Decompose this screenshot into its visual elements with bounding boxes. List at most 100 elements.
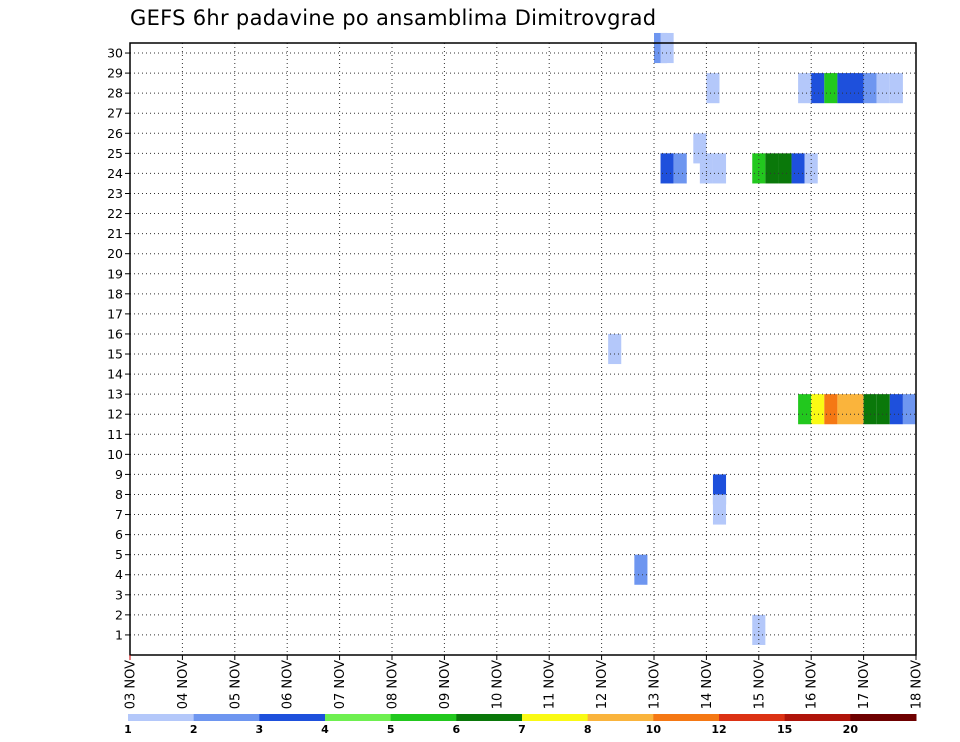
y-tick-label: 3 (115, 587, 123, 602)
x-tick-label: 12 NOV (595, 660, 610, 709)
y-tick-label: 8 (115, 487, 123, 502)
y-tick-label: 28 (107, 86, 123, 101)
x-tick-label: 16 NOV (805, 660, 820, 709)
x-tick-label: 10 NOV (490, 660, 505, 709)
heatmap-cell (798, 73, 812, 104)
y-tick-label: 16 (107, 326, 123, 341)
x-tick-label: 04 NOV (176, 660, 191, 709)
y-tick-label: 22 (107, 206, 123, 221)
heatmap-cell (778, 153, 792, 184)
y-tick-label: 30 (107, 46, 123, 61)
heatmap-cell (876, 73, 890, 104)
y-tick-label: 4 (115, 567, 123, 582)
y-tick-label: 14 (107, 367, 123, 382)
colorbar-swatch (784, 714, 851, 721)
heatmap-cell (876, 394, 890, 425)
heatmap-cell (752, 153, 766, 184)
plot-frame (129, 42, 917, 656)
colorbar-swatch (456, 714, 523, 721)
heatmap-cell (765, 153, 779, 184)
colorbar-label: 1 (124, 723, 132, 736)
x-tick-label: 09 NOV (438, 660, 453, 709)
colorbar-label: 5 (387, 723, 395, 736)
y-tick-label: 29 (107, 66, 123, 81)
colorbar-swatch (719, 714, 786, 721)
heatmap-cell (706, 73, 720, 104)
y-tick-label: 9 (115, 467, 123, 482)
y-tick-label: 24 (107, 166, 123, 181)
heatmap-cell (634, 554, 648, 585)
heatmap-cell (837, 73, 851, 104)
colorbar: 1 2 3 4 5 6 7 8 10 12 15 20 (124, 714, 917, 736)
colorbar-swatch (193, 714, 260, 721)
y-tick-label: 13 (107, 387, 123, 402)
heatmap-cell (798, 394, 812, 425)
x-tick-label: 17 NOV (857, 660, 872, 709)
y-tick-label: 10 (107, 447, 123, 462)
colorbar-swatch (259, 714, 326, 721)
heatmap-cell (824, 394, 838, 425)
y-tick-label: 23 (107, 186, 123, 201)
y-tick-label: 21 (107, 226, 123, 241)
colorbar-swatch (653, 714, 720, 721)
heatmap-cell (889, 394, 903, 425)
colorbar-label: 3 (256, 723, 264, 736)
colorbar-label: 15 (777, 723, 792, 736)
heatmap-cell (660, 32, 674, 64)
x-tick-label: 14 NOV (700, 660, 715, 709)
colorbar-label: 8 (584, 723, 592, 736)
heatmap-cell (660, 153, 674, 184)
y-tick-label: 6 (115, 527, 123, 542)
colorbar-label: 2 (190, 723, 198, 736)
y-tick-label: 20 (107, 246, 123, 261)
heatmap-cell (752, 614, 766, 645)
x-tick-label: 05 NOV (228, 660, 243, 709)
colorbar-label: 10 (646, 723, 662, 736)
y-tick-label: 7 (115, 507, 123, 522)
heatmap-cell (699, 153, 713, 184)
y-tick-label: 15 (107, 347, 123, 362)
colorbar-label: 7 (518, 723, 526, 736)
axes-layer: 1234567891011121314151617181920212223242… (107, 42, 925, 709)
y-tick-label: 18 (107, 286, 123, 301)
heatmap-cell (712, 153, 727, 184)
colorbar-swatch (587, 714, 654, 721)
heatmap-cell (837, 394, 851, 425)
heatmap-cell (863, 394, 877, 425)
heatmap-cell (811, 394, 825, 425)
x-tick-label: 03 NOV (124, 660, 139, 709)
colorbar-label: 20 (843, 723, 859, 736)
y-tick-label: 11 (107, 427, 123, 442)
x-tick-label: 18 NOV (910, 660, 925, 709)
y-tick-label: 1 (115, 627, 123, 642)
heatmap-cell (811, 73, 825, 104)
x-tick-label: 08 NOV (386, 660, 401, 709)
y-tick-label: 27 (107, 106, 123, 121)
heatmap-cell (850, 73, 864, 104)
colorbar-swatch (522, 714, 589, 721)
x-tick-label: 13 NOV (648, 660, 663, 709)
heatmap-cell (608, 333, 622, 365)
y-tick-label: 12 (107, 407, 123, 422)
colorbar-swatch (128, 714, 195, 721)
heatmap-cell (824, 73, 838, 104)
chart-title: GEFS 6hr padavine po ansamblima Dimitrov… (130, 6, 657, 30)
heatmap-cell (712, 494, 727, 525)
heatmap-cell (804, 153, 818, 184)
y-tick-label: 26 (107, 126, 123, 141)
heatmap-cell (791, 153, 805, 184)
y-tick-label: 25 (107, 146, 123, 161)
x-tick-label: 11 NOV (543, 660, 558, 709)
grid-layer (130, 43, 916, 655)
colorbar-label: 12 (711, 723, 726, 736)
cells-layer (608, 32, 916, 645)
colorbar-label: 4 (321, 723, 329, 736)
colorbar-swatch (390, 714, 457, 721)
heatmap-cell (673, 153, 687, 184)
x-tick-label: 07 NOV (333, 660, 348, 709)
y-tick-label: 2 (115, 607, 123, 622)
heatmap-cell (902, 394, 916, 425)
y-tick-label: 17 (107, 306, 123, 321)
x-tick-label: 15 NOV (752, 660, 767, 709)
